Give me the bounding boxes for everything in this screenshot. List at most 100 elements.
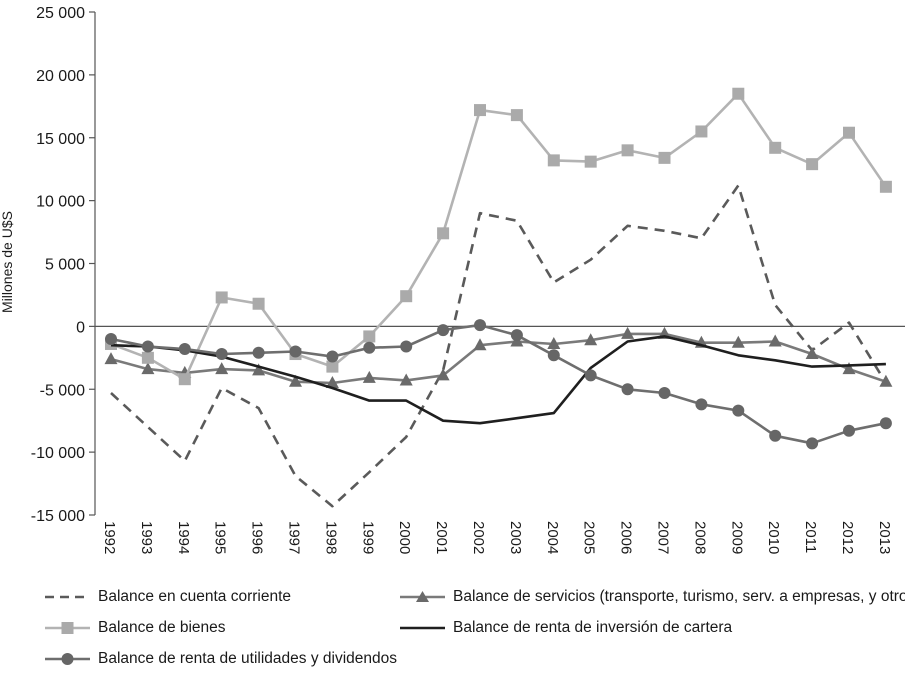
data-point (252, 297, 265, 310)
legend-item-servicios: Balance de servicios (transporte, turism… (400, 586, 905, 608)
x-tick-label: 2002 (470, 521, 487, 554)
y-tick-label: 25 000 (36, 5, 85, 22)
data-point (105, 332, 117, 345)
data-point (474, 319, 486, 332)
x-tick-label: 1992 (101, 521, 118, 554)
data-point (178, 373, 191, 386)
data-point (731, 335, 745, 348)
solid-line-icon (400, 626, 445, 630)
data-point (584, 369, 597, 382)
x-tick-label: 1993 (138, 521, 155, 554)
legend: Balance en cuenta corriente Balance de s… (0, 580, 905, 675)
x-tick-label: 2011 (802, 521, 819, 553)
data-point (436, 368, 450, 381)
circle-marker-icon (45, 653, 90, 665)
data-point (621, 383, 634, 396)
data-point (584, 155, 597, 168)
data-point (326, 360, 339, 373)
data-point (769, 429, 782, 442)
x-tick-label: 2004 (544, 521, 561, 554)
series-line (110, 323, 887, 445)
x-tick-label: 2000 (396, 521, 413, 554)
data-point (769, 141, 782, 154)
series-line (110, 335, 886, 425)
x-tick-label: 1995 (212, 521, 229, 554)
x-tick-label: 2012 (839, 521, 856, 554)
y-tick-label: 0 (76, 319, 85, 336)
data-point (510, 329, 523, 342)
x-tick-label: 1998 (322, 521, 339, 554)
x-tick-label: 2013 (876, 521, 893, 554)
x-tick-label: 2003 (507, 521, 524, 554)
y-tick-label: 15 000 (36, 131, 85, 148)
data-point (326, 350, 339, 363)
series-line (110, 332, 887, 385)
data-point (732, 404, 745, 417)
data-point (141, 351, 154, 364)
series-line (110, 184, 888, 508)
legend-label: Balance en cuenta corriente (98, 588, 292, 605)
series-3 (110, 335, 886, 425)
data-point (474, 104, 486, 117)
series-1 (104, 326, 893, 388)
x-tick-label: 2009 (728, 521, 745, 554)
data-point (806, 158, 819, 171)
data-point (658, 387, 671, 400)
data-point (842, 362, 856, 375)
x-tick-label: 1997 (286, 521, 303, 554)
legend-label: Balance de servicios (transporte, turism… (453, 588, 905, 605)
data-point (879, 417, 892, 430)
chart-series (104, 87, 893, 508)
data-point (695, 125, 708, 138)
data-point (547, 349, 560, 362)
line-chart: 25 000 20 000 15 000 10 000 5 000 0 -5 000 -10 … (0, 5, 905, 554)
data-point (215, 348, 228, 361)
y-tick-label: 5 000 (45, 257, 85, 274)
data-point (178, 343, 191, 356)
data-point (362, 370, 376, 383)
square-marker-icon (45, 622, 90, 634)
series-line (110, 92, 887, 381)
y-tick-label: -15 000 (31, 508, 85, 525)
x-tick-label: 2010 (765, 521, 782, 554)
y-tick-label: 10 000 (36, 194, 85, 211)
data-point (325, 375, 339, 388)
data-point (658, 151, 671, 164)
data-point (732, 87, 745, 100)
data-point (400, 290, 413, 303)
data-point (621, 144, 634, 157)
x-tick-label: 2001 (433, 521, 450, 554)
data-point (363, 341, 376, 354)
data-point (805, 347, 819, 360)
data-point (547, 154, 560, 167)
legend-label: Balance de renta de utilidades y dividen… (98, 650, 398, 667)
data-point (141, 362, 155, 375)
x-tick-label: 2005 (581, 521, 598, 554)
legend-item-cuenta-corriente: Balance en cuenta corriente (45, 586, 291, 608)
x-tick-label: 2006 (618, 521, 635, 554)
series-0 (110, 184, 888, 508)
legend-item-bienes: Balance de bienes (45, 617, 226, 639)
data-point (768, 334, 782, 347)
data-point (252, 363, 266, 376)
data-point (399, 373, 413, 386)
legend-label: Balance de renta de inversión de cartera (453, 619, 733, 636)
data-point (879, 180, 892, 193)
chart-axes: 25 000 20 000 15 000 10 000 5 000 0 -5 000 -10 … (31, 5, 893, 554)
data-point (215, 362, 229, 375)
data-point (806, 437, 819, 450)
x-tick-label: 2008 (691, 521, 708, 554)
data-point (289, 374, 302, 387)
data-point (252, 346, 265, 359)
data-point (621, 326, 635, 339)
y-axis-label: Millones de U$S (0, 211, 15, 313)
data-point (473, 338, 487, 351)
legend-item-utilidades: Balance de renta de utilidades y dividen… (45, 648, 397, 670)
data-point (843, 126, 855, 139)
data-point (584, 333, 598, 346)
x-tick-label: 2007 (655, 521, 672, 554)
data-point (879, 374, 893, 387)
data-point (289, 345, 302, 358)
dashed-line-icon (45, 595, 90, 599)
data-point (215, 291, 228, 304)
